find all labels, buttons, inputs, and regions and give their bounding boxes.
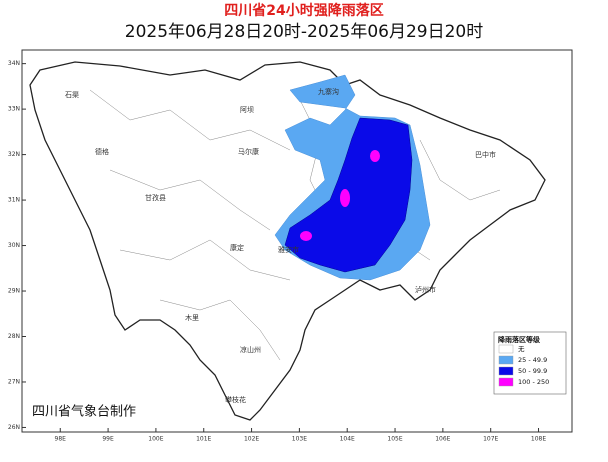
legend-label: 50 - 99.9 [518,367,547,375]
place-label: 巴中市 [475,150,496,159]
credit: 四川省气象台制作 [32,404,136,420]
legend-swatch [498,377,514,387]
lat-tick-label: 27N [8,378,20,385]
legend-label: 25 - 49.9 [518,356,547,364]
lon-tick-label: 108E [531,436,546,443]
place-label: 木里 [185,313,199,322]
place-label: 石渠 [65,90,79,99]
place-labels: 石渠 德格 甘孜县 阿坝 马尔康 九寨沟 康定 雅安市 凉山州 木里 巴中市 泸… [65,87,496,404]
place-label: 攀枝花 [225,395,246,404]
lon-tick-label: 105E [387,436,402,443]
legend-swatch [498,344,514,354]
lat-tick-label: 28N [8,333,20,340]
place-label: 德格 [95,147,109,156]
place-label: 甘孜县 [145,193,166,202]
legend-items: 无 25 - 49.9 50 - 99.9 100 - 250 [498,344,549,387]
lat-tick-label: 30N [8,242,20,249]
lon-tick-label: 100E [148,436,163,443]
place-label: 九寨沟 [318,87,339,96]
legend-title: 降雨落区等级 [498,335,541,344]
lat-tick-label: 26N [8,424,20,431]
lat-tick-label: 34N [8,60,20,67]
legend-swatch [498,355,514,365]
lat-tick-label: 29N [8,288,20,295]
lon-tick-label: 103E [292,436,307,443]
lon-tick-label: 98E [55,436,67,443]
rain-area-extreme [300,231,312,241]
lon-tick-label: 101E [196,436,211,443]
axis-ticks: 34N 33N 32N 31N 30N 29N 28N 27N 26N 98E 99E 100E 101… [8,60,546,442]
place-label: 康定 [230,243,244,252]
legend-label: 无 [518,345,525,353]
subtitle: 2025年06月28日20时-2025年06月29日20时 [125,22,483,42]
legend: 降雨落区等级 无 25 - 49.9 50 - 99.9 100 - 250 [493,331,567,395]
place-label: 凉山州 [240,345,261,354]
place-label: 泸州市 [415,285,436,294]
legend-label: 100 - 250 [518,378,549,386]
lat-tick-label: 32N [8,151,20,158]
place-label: 阿坝 [240,105,254,114]
legend-swatch [498,366,514,376]
lat-tick-label: 33N [8,106,20,113]
place-label: 雅安市 [278,245,299,254]
place-label: 马尔康 [238,147,259,156]
rain-area-extreme [340,189,350,207]
rain-area-extreme [370,150,380,162]
lon-tick-label: 104E [340,436,355,443]
lon-tick-label: 107E [483,436,498,443]
lat-tick-label: 31N [8,197,20,204]
lon-tick-label: 99E [102,436,114,443]
title: 四川省24小时强降雨落区 [224,2,383,19]
lon-tick-label: 106E [435,436,450,443]
lon-tick-label: 102E [244,436,259,443]
